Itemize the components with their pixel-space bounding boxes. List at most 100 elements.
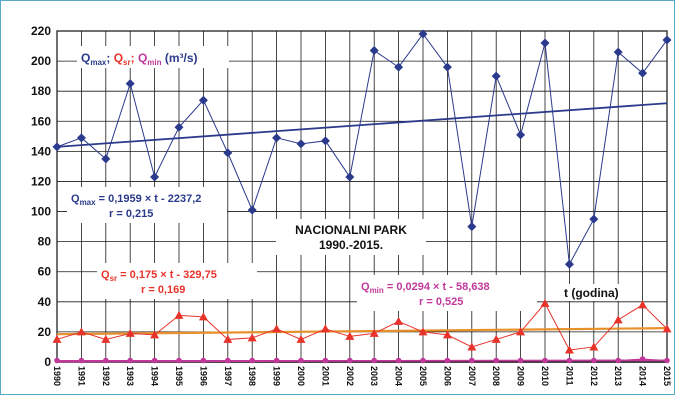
qmin-point	[127, 357, 133, 364]
qsr-point	[101, 334, 111, 343]
x-tick-label: 2007	[467, 366, 477, 386]
qsr-point	[174, 310, 184, 319]
qsr-point	[662, 324, 672, 333]
qmax-point	[52, 142, 62, 152]
qmin-point	[200, 357, 207, 364]
qmin-point	[444, 357, 451, 364]
qmax-point	[125, 79, 135, 89]
qmax-point	[394, 62, 404, 72]
qsr-point	[394, 316, 404, 325]
series-line-qmin	[57, 358, 668, 361]
qmin-r: r = 0,525	[419, 296, 463, 308]
qsr-equation-box	[97, 263, 257, 299]
x-tick-label: 2009	[516, 366, 526, 386]
x-tick-label: 2013	[613, 366, 623, 386]
x-tick-label: 2001	[320, 366, 330, 386]
qmin-point	[615, 357, 621, 364]
x-tick-label: 1994	[150, 366, 160, 386]
x-tick-label: 2004	[394, 366, 404, 386]
y-tick-label: 80	[38, 235, 52, 249]
qsr-point	[613, 315, 623, 324]
qmin-point	[664, 357, 670, 364]
qmax-point	[272, 133, 282, 143]
trendline-qmax	[56, 102, 668, 148]
qsr-point	[345, 331, 355, 340]
qmin-point	[371, 357, 378, 364]
qmax-equation: Qmax = 0,1959 × t - 2237,2	[71, 193, 201, 207]
series-line-qmax	[56, 33, 668, 266]
qsr-point	[638, 300, 648, 309]
qsr-point	[223, 334, 233, 343]
qmax-point	[589, 214, 599, 224]
qsr-point	[564, 345, 574, 354]
y-tick-labels: 0 20 40 60 80 100 120 140 160 180 200 220	[31, 24, 51, 369]
qsr-point	[247, 333, 257, 342]
qmax-point	[491, 71, 501, 81]
qmax-point	[296, 139, 306, 149]
qmax-point	[564, 259, 574, 269]
qmin-point	[273, 357, 280, 364]
qmax-point	[442, 62, 452, 72]
x-tick-label: 2006	[442, 366, 452, 386]
qsr-point	[516, 327, 526, 336]
y-tick-label: 140	[31, 144, 51, 158]
x-tick-label: 1997	[223, 366, 233, 386]
x-tick-label: 2015	[662, 366, 672, 386]
qmin-point	[347, 357, 353, 364]
qmax-equation-box	[67, 187, 227, 223]
qmin-point	[176, 357, 182, 364]
x-tick-label: 2010	[540, 366, 550, 386]
qmin-point	[493, 357, 500, 364]
legend-box	[77, 46, 229, 68]
x-tick-label: 1993	[125, 366, 135, 386]
qmin-point	[395, 357, 402, 364]
qsr-point	[442, 330, 452, 339]
x-tick-label: 2012	[589, 366, 599, 386]
qsr-point	[491, 334, 501, 343]
qmax-point	[223, 148, 233, 158]
qmin-point	[225, 357, 231, 364]
qmin-point	[639, 356, 646, 362]
y-tick-label: 20	[38, 325, 52, 339]
x-axis-label-box	[561, 284, 639, 301]
y-tick-label: 40	[38, 295, 52, 309]
x-tick-label: 1990	[52, 366, 62, 386]
x-tick-label: 1998	[247, 366, 257, 386]
place-label-box	[276, 219, 426, 255]
y-tick-label: 160	[31, 114, 51, 128]
qsr-point	[540, 298, 550, 307]
qsr-point	[296, 334, 306, 343]
qmin-point	[542, 357, 548, 364]
qsr-point	[76, 327, 86, 336]
qmin-point	[54, 357, 60, 364]
place-label-line1: NACIONALNI PARK	[295, 223, 407, 237]
x-tick-label: 2005	[418, 366, 428, 386]
qsr-point	[198, 312, 208, 321]
qmax-point	[516, 130, 526, 140]
qsr-r: r = 0,169	[141, 284, 185, 296]
place-label-line2: 1990.-2015.	[319, 238, 383, 252]
y-tick-label: 100	[31, 205, 51, 219]
x-tick-label: 2011	[564, 366, 574, 386]
x-axis-label: t (godina)	[564, 286, 619, 300]
qsr-point	[589, 342, 599, 351]
y-tick-label: 60	[38, 265, 52, 279]
qmin-point	[517, 357, 524, 364]
qmax-point	[320, 136, 330, 146]
qmax-point	[345, 172, 355, 182]
x-tick-label: 1992	[101, 366, 111, 386]
qsr-point	[320, 324, 330, 333]
qmax-point	[638, 68, 648, 78]
qmax-point	[76, 133, 86, 143]
qmax-point	[174, 122, 184, 132]
qmin-point	[298, 357, 304, 364]
y-tick-label: 220	[31, 24, 51, 38]
x-tick-label: 2000	[296, 366, 306, 386]
legend-qmax: Qmax;	[81, 51, 114, 67]
qmin-equation: Qmin = 0,0294 × t - 58,638	[361, 281, 490, 295]
qsr-point	[418, 327, 428, 336]
x-tick-label: 2008	[491, 366, 501, 386]
qmin-point	[469, 357, 475, 364]
y-tick-label: 200	[31, 54, 51, 68]
qmin-point	[566, 357, 573, 364]
